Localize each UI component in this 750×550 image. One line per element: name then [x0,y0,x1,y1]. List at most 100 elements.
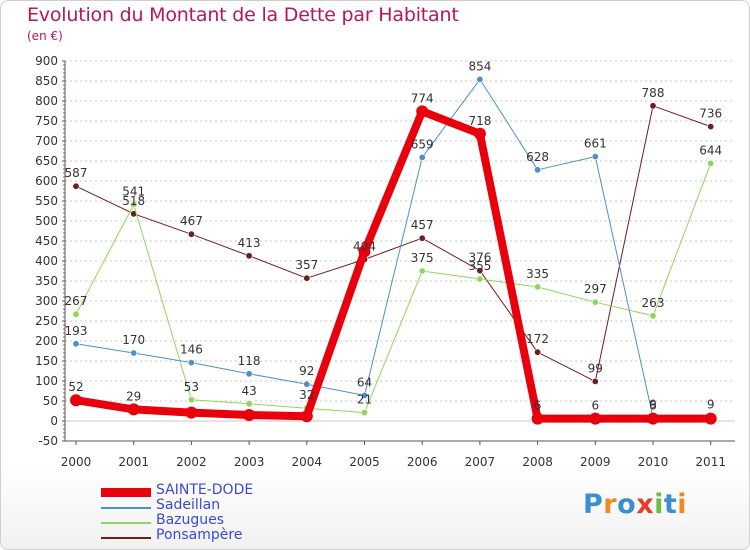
data-point [360,391,368,399]
data-label: 854 [468,59,491,73]
data-label: 263 [642,296,665,310]
data-point [72,310,80,318]
data-point [245,252,253,260]
proxiti-logo: Proxiti [583,489,687,520]
y-tick-label: 450 [35,234,58,248]
data-label: 267 [65,294,88,308]
data-label: 788 [642,86,665,100]
y-tick-label: 600 [35,174,58,188]
logo-letter: t [663,489,678,520]
logo-letter: x [636,489,655,520]
y-tick-label: 550 [35,194,58,208]
data-label: 297 [584,282,607,296]
legend-label: SAINTE-DODE [156,482,254,498]
data-point [476,75,484,83]
data-point [72,340,80,348]
data-point [707,123,715,131]
data-point [360,409,368,417]
data-point [416,105,429,118]
data-label: 6 [591,399,599,413]
y-tick-label: 650 [35,154,58,168]
data-point [127,403,140,416]
x-tick-label: 2005 [349,455,380,469]
data-point [418,234,426,242]
data-point [649,312,657,320]
data-point [647,412,659,425]
y-tick-label: 250 [35,314,58,328]
data-label: 736 [699,107,722,121]
logo-letter: o [617,489,637,520]
data-label: 9 [707,397,715,411]
data-point [534,348,542,356]
legend-label: Bazugues [156,512,225,528]
data-point [591,298,599,306]
data-point [303,274,311,282]
x-tick-label: 2001 [118,455,149,469]
legend-swatch [101,488,151,497]
logo-letter: i [654,489,664,520]
data-point [534,166,542,174]
data-label: 718 [468,114,491,128]
data-label: 335 [526,267,549,281]
data-point [300,410,313,423]
y-tick-label: 350 [35,274,58,288]
y-tick-label: 100 [35,374,58,388]
data-label: 64 [357,375,372,389]
data-label: 457 [411,218,434,232]
data-point [187,359,195,367]
data-label: 29 [126,389,141,403]
x-tick-label: 2004 [292,455,323,469]
x-tick-label: 2007 [465,455,496,469]
data-label: 541 [122,185,145,199]
logo-letter: P [583,489,604,520]
data-label: 357 [295,258,318,272]
data-point [245,400,253,408]
data-label: 518 [122,194,145,208]
data-point [185,406,198,419]
y-tick-label: 300 [35,294,58,308]
data-label: 146 [180,343,203,357]
y-tick-label: 850 [35,74,58,88]
y-tick-label: 900 [35,54,58,68]
data-label: 644 [699,143,722,157]
data-label: 375 [411,251,434,265]
x-tick-label: 2006 [407,455,438,469]
data-label: 118 [238,354,261,368]
data-label: 99 [588,361,603,375]
data-point [476,275,484,283]
data-point [531,412,544,425]
data-label: 659 [411,137,434,151]
data-label: 9 [649,397,657,411]
legend-swatch [101,507,151,509]
series-line [72,107,715,423]
x-tick-label: 2009 [580,455,611,469]
data-label: 467 [180,214,203,228]
data-point [473,127,486,140]
data-point [418,267,426,275]
data-point [589,412,602,425]
data-point [591,377,599,385]
data-label: 6 [649,399,657,413]
data-label: 92 [299,364,314,378]
x-tick-label: 2002 [176,455,207,469]
data-label: 587 [65,166,88,180]
line-chart: -50 0 50 100 150 200 250 300 350 400 450 500 550 600 6… [35,54,735,469]
chart-title: Evolution du Montant de la Dette par Hab… [27,4,459,26]
data-label: 53 [184,380,199,394]
x-tick-label: 2008 [522,455,553,469]
data-label: 355 [468,259,491,273]
y-tick-label: 750 [35,114,58,128]
data-label: 172 [526,332,549,346]
data-point [707,159,715,167]
data-point [649,102,657,110]
y-tick-label: 500 [35,214,58,228]
legend-swatch [101,522,151,524]
series-line [75,78,712,418]
x-tick-label: 2000 [61,455,92,469]
data-label: 628 [526,150,549,164]
y-tick-label: 0 [50,414,58,428]
y-tick-label: -50 [38,434,58,448]
data-label: 376 [468,251,491,265]
legend-label: Ponsampère [156,527,243,543]
data-label: 661 [584,137,607,151]
